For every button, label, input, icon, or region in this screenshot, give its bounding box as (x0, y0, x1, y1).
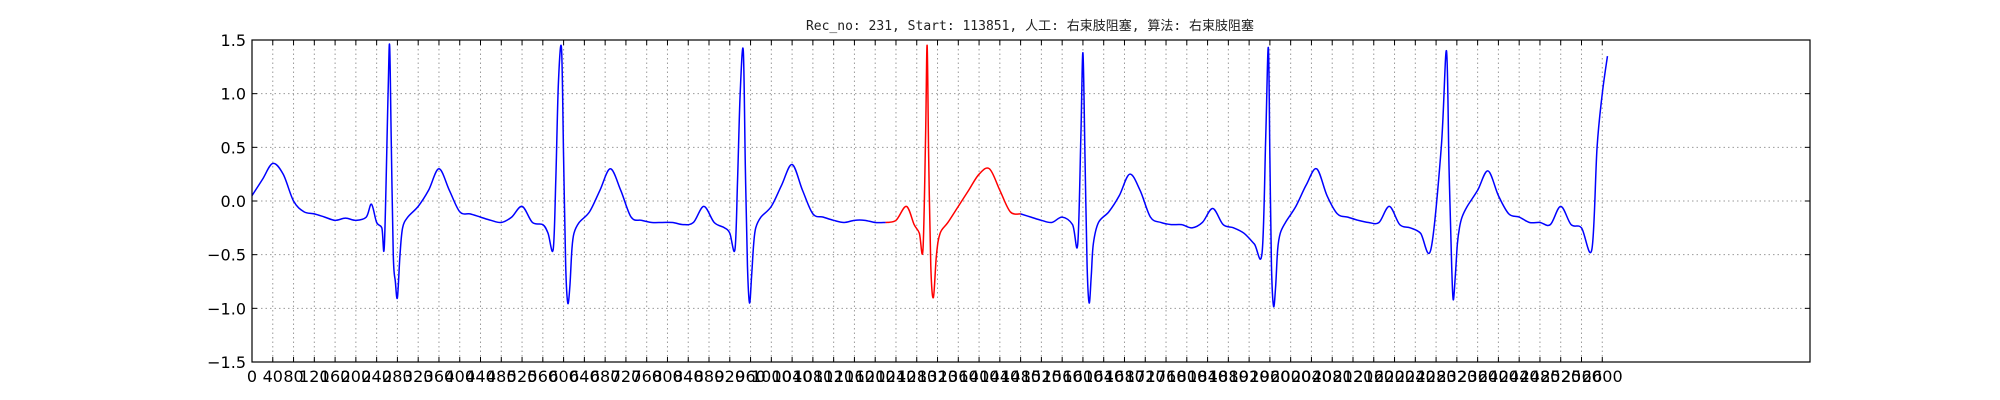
x-tick-label: 840 (673, 367, 704, 386)
x-tick-label: 920 (715, 367, 746, 386)
x-tick-label: 2400 (1478, 367, 1519, 386)
x-tick-label: 1360 (938, 367, 979, 386)
x-tick-label: 2000 (1270, 367, 1311, 386)
x-tick-label: 1440 (979, 367, 1020, 386)
x-tick-label: 2320 (1436, 367, 1477, 386)
x-tick-label: 1000 (751, 367, 792, 386)
x-tick-label: 720 (611, 367, 642, 386)
x-tick-label: 1200 (855, 367, 896, 386)
x-tick-label: 800 (652, 367, 683, 386)
x-tick-label: 680 (590, 367, 621, 386)
grid-lines (251, 40, 1810, 362)
x-tick-label: 2480 (1520, 367, 1561, 386)
x-tick-label: 1120 (813, 367, 854, 386)
y-tick-label: −1.5 (207, 353, 246, 372)
x-tick-label: 2120 (1333, 367, 1374, 386)
x-tick-label: 1640 (1083, 367, 1124, 386)
x-tick-label: 2200 (1374, 367, 1415, 386)
x-tick-label: 2280 (1416, 367, 1457, 386)
x-tick-label: 0 (247, 367, 257, 386)
x-tick-label: 600 (548, 367, 579, 386)
x-tick-label: 960 (735, 367, 766, 386)
y-tick-label: 1.5 (221, 31, 246, 50)
y-tick-label: 0.5 (221, 138, 246, 157)
x-tick-label: 2160 (1353, 367, 1394, 386)
x-tick-label: 1400 (959, 367, 1000, 386)
x-tick-label: 2040 (1291, 367, 1332, 386)
x-tick-label: 1040 (772, 367, 813, 386)
x-tick-label: 1840 (1187, 367, 1228, 386)
x-tick-label: 360 (424, 367, 455, 386)
x-tick-label: 280 (382, 367, 413, 386)
x-tick-label: 1880 (1208, 367, 1249, 386)
x-tick-label: 560 (528, 367, 559, 386)
x-axis-ticks: 0 40 8012016020024028032036040044048052056… (247, 40, 1623, 386)
x-tick-label: 1720 (1125, 367, 1166, 386)
x-tick-label: 200 (341, 367, 372, 386)
x-tick-label: 520 (507, 367, 538, 386)
x-tick-label: 760 (631, 367, 662, 386)
ecg-trace-segment (251, 43, 886, 305)
x-tick-label: 2240 (1395, 367, 1436, 386)
x-tick-label: 2520 (1540, 367, 1581, 386)
x-tick-label: 240 (361, 367, 392, 386)
x-tick-label: 1920 (1229, 367, 1270, 386)
x-tick-label: 2560 (1561, 367, 1602, 386)
x-tick-label: 2080 (1312, 367, 1353, 386)
x-tick-label: 440 (465, 367, 496, 386)
y-tick-label: −1.0 (207, 299, 246, 318)
x-tick-label: 1600 (1063, 367, 1104, 386)
ecg-traces (251, 43, 1609, 308)
y-tick-label: 0.0 (221, 192, 246, 211)
x-tick-label: 1320 (917, 367, 958, 386)
x-tick-label: 480 (486, 367, 517, 386)
chart-title: Rec_no: 231, Start: 113851, 人工: 右束肢阻塞, 算… (806, 18, 1254, 34)
x-tick-label: 320 (403, 367, 434, 386)
x-tick-label: 1800 (1166, 367, 1207, 386)
x-tick-label: 80 (283, 367, 303, 386)
ecg-trace-segment (1020, 46, 1609, 308)
x-tick-label: 1760 (1146, 367, 1187, 386)
y-tick-label: −0.5 (207, 246, 246, 265)
x-tick-label: 1680 (1104, 367, 1145, 386)
x-tick-label: 2360 (1457, 367, 1498, 386)
x-tick-label: 2600 (1582, 367, 1623, 386)
x-tick-label: 1080 (793, 367, 834, 386)
y-axis-ticks: −1.5 −1.0 −0.5 0.0 0.5 1.0 1.5 (207, 31, 1810, 372)
y-tick-label: 1.0 (221, 85, 246, 104)
x-tick-label: 1560 (1042, 367, 1083, 386)
x-tick-label: 400 (444, 367, 475, 386)
x-tick-label: 1480 (1000, 367, 1041, 386)
x-tick-label: 1240 (876, 367, 917, 386)
x-tick-label: 880 (694, 367, 725, 386)
x-tick-label: 40 (263, 367, 283, 386)
ecg-trace-highlighted-segment (885, 44, 1021, 299)
x-tick-label: 1280 (896, 367, 937, 386)
x-tick-label: 1520 (1021, 367, 1062, 386)
x-tick-label: 640 (569, 367, 600, 386)
x-tick-label: 120 (299, 367, 330, 386)
x-tick-label: 160 (320, 367, 351, 386)
x-tick-label: 1960 (1250, 367, 1291, 386)
x-tick-label: 1160 (834, 367, 875, 386)
x-tick-label: 2440 (1499, 367, 1540, 386)
